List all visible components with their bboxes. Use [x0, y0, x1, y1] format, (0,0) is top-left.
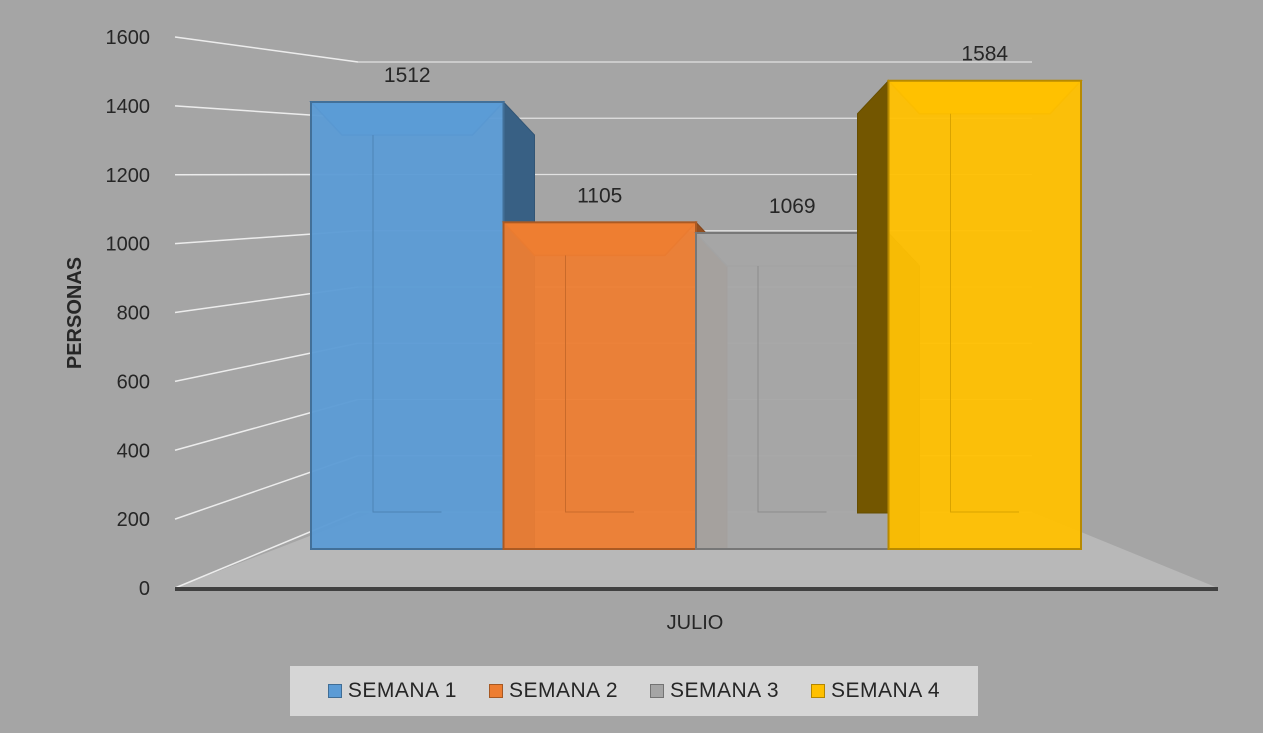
y-tick-label: 1400 — [106, 96, 151, 118]
legend-swatch — [650, 684, 664, 698]
bar-front-face — [887, 79, 1082, 550]
data-label: 1512 — [384, 64, 431, 87]
y-tick-label: 1000 — [106, 234, 151, 256]
bar-2 — [501, 221, 728, 550]
legend-label: SEMANA 2 — [508, 679, 618, 702]
legend: SEMANA 1 SEMANA 2 SEMANA 3 SEMANA 4 — [290, 666, 978, 716]
bar-front-face — [695, 231, 890, 550]
y-tick-label: 400 — [117, 440, 150, 462]
data-label: 1069 — [769, 195, 816, 218]
bar-side-face — [857, 79, 889, 514]
legend-label: SEMANA 4 — [831, 679, 941, 702]
legend-item-2: SEMANA 2 — [488, 679, 618, 703]
bar-inner-edge — [565, 255, 634, 513]
legend-item-1: SEMANA 1 — [327, 679, 457, 703]
bar-inner-edge — [950, 113, 1019, 513]
legend-item-4: SEMANA 4 — [811, 679, 940, 703]
chart-bars — [309, 79, 1083, 550]
category-label: JULIO — [667, 612, 724, 634]
bar-4 — [857, 79, 1083, 550]
data-label: 1584 — [961, 43, 1008, 66]
bar-inner-edge — [757, 265, 827, 513]
bar-1 — [309, 100, 535, 550]
data-label: 1105 — [577, 184, 622, 207]
legend-swatch — [488, 684, 503, 698]
legend-item-3: SEMANA 3 — [650, 679, 779, 703]
y-tick-label: 1200 — [106, 165, 151, 187]
legend-swatch — [811, 684, 826, 698]
bar-front-face — [502, 221, 697, 550]
gridline-side — [174, 36, 359, 63]
chart-texts: 0 200 400 600 800 1000 1200 1400 1600 1512 1105 106… — [106, 27, 1218, 600]
legend-label: SEMANA 3 — [670, 679, 780, 702]
legend-label: SEMANA 1 — [347, 679, 457, 702]
bar-inner-edge — [372, 135, 442, 513]
y-tick-label: 200 — [117, 509, 150, 531]
y-tick-label: 0 — [139, 578, 150, 600]
y-axis-title: PERSONAS — [64, 257, 86, 369]
bar-front-face — [310, 101, 505, 550]
y-tick-label: 1600 — [106, 27, 151, 49]
y-tick-label: 800 — [117, 303, 150, 325]
legend-swatch — [327, 684, 342, 698]
y-tick-label: 600 — [117, 371, 150, 393]
